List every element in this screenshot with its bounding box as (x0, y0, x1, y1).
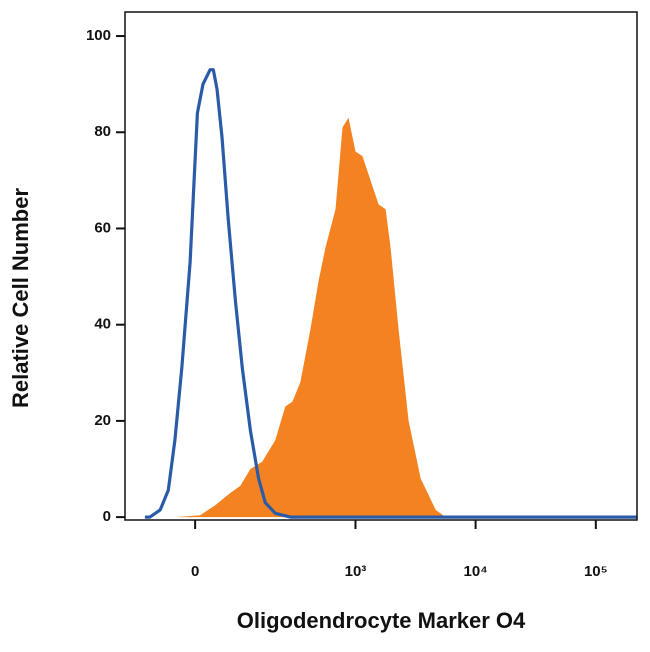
x-axis-title: Oligodendrocyte Marker O4 (237, 608, 526, 633)
y-tick-label: 80 (94, 123, 111, 140)
y-tick-label: 20 (94, 412, 111, 429)
y-tick-label: 0 (103, 508, 111, 525)
plot-frame (124, 11, 638, 521)
histogram-area (174, 117, 637, 518)
y-tick-label: 40 (94, 316, 111, 333)
histogram-line (144, 68, 637, 519)
x-tick-label: 10⁵ (584, 563, 608, 580)
y-axis-title: Relative Cell Number (8, 188, 33, 409)
x-tick-label: 10³ (345, 563, 367, 580)
y-tick-label: 60 (94, 219, 111, 236)
x-tick-label: 0 (191, 563, 199, 580)
x-tick-label: 10⁴ (464, 563, 488, 580)
y-tick-label: 100 (86, 27, 111, 44)
